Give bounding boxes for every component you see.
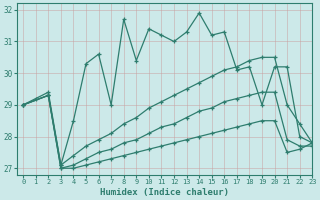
X-axis label: Humidex (Indice chaleur): Humidex (Indice chaleur) (100, 188, 229, 197)
